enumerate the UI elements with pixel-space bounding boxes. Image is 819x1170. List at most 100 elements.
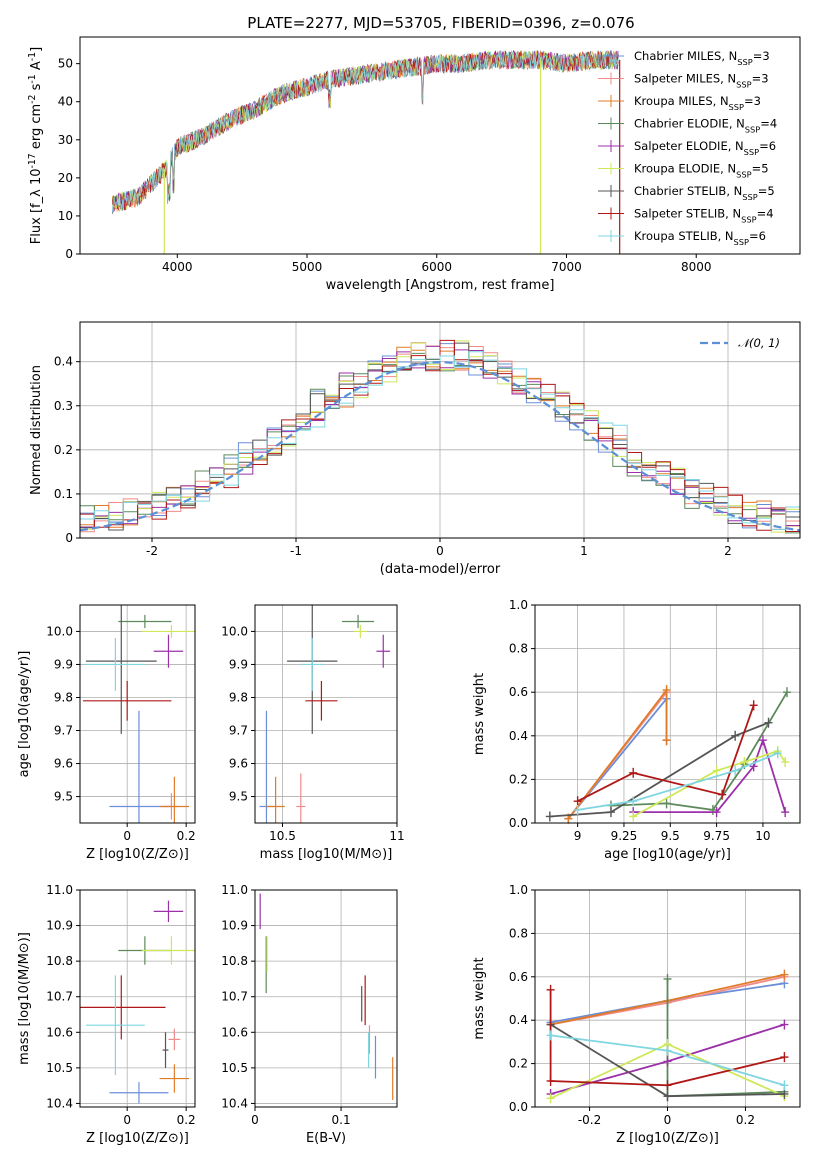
y-axis-label: Normed distribution xyxy=(29,365,44,495)
y-tick-label: 0.3 xyxy=(54,399,73,413)
y-tick-label: 0 xyxy=(65,531,73,545)
x-axis-label: Z [log10(Z/Z⊙)] xyxy=(86,847,189,862)
y-tick-label: 0 xyxy=(65,247,73,261)
x-tick-label: 0 xyxy=(664,1113,672,1127)
x-tick-label: 0.2 xyxy=(177,829,196,843)
y-tick-label: 9.7 xyxy=(229,724,248,738)
legend-entry: Chabrier STELIB, NSSP=5 xyxy=(634,184,775,202)
y-tick-label: 9.8 xyxy=(229,690,248,704)
plots-layer: 4000 5000 6000 7000 800001020304050wavelengt… xyxy=(17,36,801,1146)
y-tick-label: 10.8 xyxy=(221,954,248,968)
x-tick-label: 0 xyxy=(436,544,444,558)
x-axis-label: age [log10(age/yr)] xyxy=(604,847,731,862)
x-axis-label: wavelength [Angstrom, rest frame] xyxy=(326,278,555,293)
y-tick-label: 20 xyxy=(58,171,73,185)
x-tick-label: 5000 xyxy=(292,260,323,274)
gaussian-curve xyxy=(79,360,801,532)
y-tick-label: 10.6 xyxy=(221,1025,248,1039)
y-tick-label: 0.8 xyxy=(509,926,528,940)
y-tick-label: 11.0 xyxy=(221,883,248,897)
y-axis-label: age [log10(age/yr)] xyxy=(17,651,32,778)
panel-mass-vs-EBV: 0 0.1 10.4 10.5 10.6 10.7 10.8 10.9 11.0 E(B-V) xyxy=(221,883,398,1146)
x-axis-label: Z [log10(Z/Z⊙)] xyxy=(616,1131,719,1146)
x-tick-label: 10 xyxy=(755,829,770,843)
y-tick-label: 10.0 xyxy=(46,624,73,638)
spectrum-line xyxy=(112,50,619,211)
x-tick-label: 11 xyxy=(389,829,404,843)
y-axis-label: mass weight xyxy=(472,673,487,755)
y-tick-label: 10.5 xyxy=(221,1061,248,1075)
y-tick-label: 10.5 xyxy=(46,1061,73,1075)
y-tick-label: 0.0 xyxy=(509,1100,528,1114)
legend-entry: Kroupa STELIB, NSSP=6 xyxy=(634,229,766,247)
x-axis-label: E(B-V) xyxy=(306,1131,346,1146)
errorbar-group xyxy=(80,900,195,1104)
y-tick-label: 10 xyxy=(58,209,73,223)
legend-entry: Chabrier MILES, NSSP=3 xyxy=(634,49,770,67)
x-tick-label: 1 xyxy=(580,544,588,558)
axes-frame xyxy=(254,604,398,824)
x-tick-label: 4000 xyxy=(162,260,193,274)
x-tick-label: 6000 xyxy=(421,260,452,274)
axes-frame xyxy=(79,36,801,255)
y-tick-label: 30 xyxy=(58,133,73,147)
y-tick-label: 0.6 xyxy=(509,970,528,984)
panel-spectrum: 4000 5000 6000 7000 8000 0 10 20 30 40 50 wavelengt… xyxy=(27,36,801,293)
x-tick-label: 9.25 xyxy=(611,829,638,843)
errorbar-group xyxy=(259,605,391,823)
y-tick-label: 10.7 xyxy=(221,990,248,1004)
x-tick-label: 10.5 xyxy=(269,829,296,843)
y-tick-label: 0.1 xyxy=(54,487,73,501)
y-tick-label: 0.4 xyxy=(54,355,73,369)
legend-entry: Chabrier ELODIE, NSSP=4 xyxy=(634,117,777,135)
x-tick-label: 8000 xyxy=(681,260,712,274)
massweight-line xyxy=(610,691,788,811)
x-axis-label: (data-model)/error xyxy=(380,562,501,577)
axes-frame xyxy=(254,889,398,1108)
x-tick-label: 0 xyxy=(251,1113,259,1127)
axes-frame xyxy=(534,604,801,824)
y-tick-label: 0.8 xyxy=(509,642,528,656)
errorbar-group xyxy=(82,605,195,823)
y-tick-label: 9.5 xyxy=(229,790,248,804)
y-tick-label: 0.2 xyxy=(509,772,528,786)
y-tick-label: 1.0 xyxy=(509,883,528,897)
panel-age-vs-mass: 10.5 11 9.5 9.6 9.7 9.8 9.9 10.0 mass [log10(M/M… xyxy=(221,604,405,862)
y-tick-label: 10.8 xyxy=(46,954,73,968)
x-tick-label: 0.2 xyxy=(736,1113,755,1127)
x-tick-label: 0.1 xyxy=(332,1113,351,1127)
y-tick-label: 10.6 xyxy=(46,1025,73,1039)
x-axis-label: Z [log10(Z/Z⊙)] xyxy=(86,1131,189,1146)
panel-massweight-vs-Z: -0.2 0 0.2 0.0 0.2 0.4 0.6 0.8 1.0 Z [log10(Z/Z⊙)… xyxy=(472,883,801,1146)
legend-entry: Kroupa ELODIE, NSSP=5 xyxy=(634,162,769,180)
x-tick-label: 9 xyxy=(574,829,582,843)
legend-entry: Salpeter ELODIE, NSSP=6 xyxy=(634,139,776,157)
y-tick-label: 10.4 xyxy=(221,1096,248,1110)
panel-residuals: -2 -1 0 1 2 0 0.1 0.2 0.3 0.4 (data-model)/error No… xyxy=(29,321,801,577)
residual-histogram xyxy=(80,351,800,530)
y-tick-label: 9.8 xyxy=(54,690,73,704)
panel-massweight-vs-age: 9 9.25 9.5 9.75 10 0.0 0.2 0.4 0.6 0.8 1.0 age [log… xyxy=(472,598,801,862)
x-tick-label: 9.75 xyxy=(703,829,730,843)
x-tick-label: 0 xyxy=(123,829,131,843)
panel-mass-vs-Z: 0 0.2 10.4 10.5 10.6 10.7 10.8 10.9 11.0 Z [log10… xyxy=(17,883,196,1146)
figure-title: PLATE=2277, MJD=53705, FIBERID=0396, z=0… xyxy=(247,14,634,32)
x-tick-label: 0 xyxy=(123,1113,131,1127)
y-axis-label: mass [log10(M/M⊙)] xyxy=(17,932,32,1065)
x-tick-label: -1 xyxy=(290,544,302,558)
y-axis-label: mass weight xyxy=(472,957,487,1039)
y-tick-label: 10.9 xyxy=(221,919,248,933)
panel-age-vs-Z: 0 0.2 9.5 9.6 9.7 9.8 9.9 10.0 Z [log10(Z/Z⊙)] ag… xyxy=(17,604,196,862)
y-tick-label: 9.9 xyxy=(54,657,73,671)
y-tick-label: 0.2 xyxy=(509,1057,528,1071)
y-tick-label: 10.0 xyxy=(221,624,248,638)
x-tick-label: 2 xyxy=(724,544,732,558)
legend-entry: 𝒩(0, 1) xyxy=(738,336,780,350)
y-tick-label: 40 xyxy=(58,95,73,109)
legend-entry: Salpeter STELIB, NSSP=4 xyxy=(634,207,774,225)
x-tick-label: 0.2 xyxy=(177,1113,196,1127)
y-tick-label: 0.4 xyxy=(509,729,528,743)
spectrum-line xyxy=(112,50,619,213)
y-tick-label: 9.9 xyxy=(229,657,248,671)
